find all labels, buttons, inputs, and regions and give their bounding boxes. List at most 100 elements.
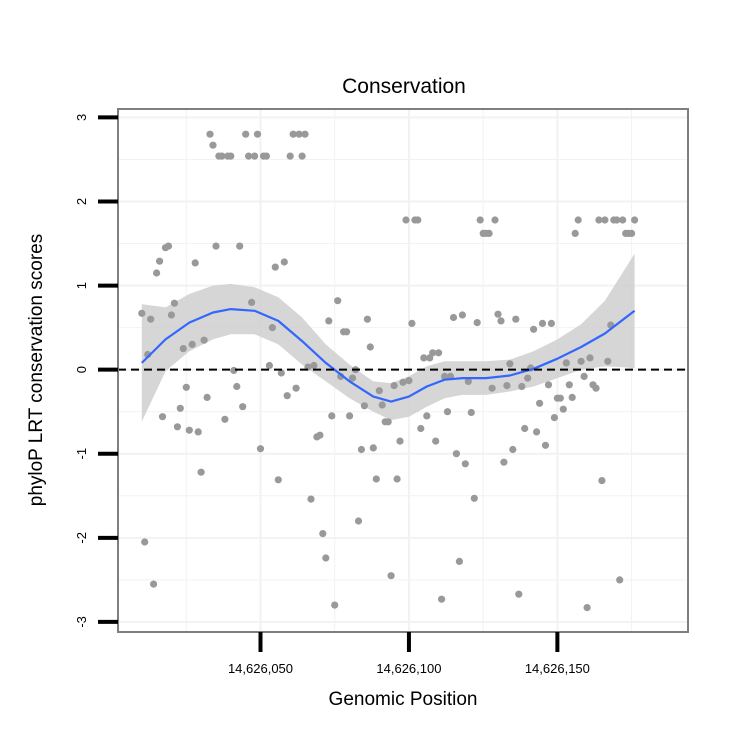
data-point bbox=[464, 377, 472, 385]
data-point bbox=[408, 319, 416, 327]
data-point bbox=[420, 354, 428, 362]
data-point bbox=[289, 130, 297, 138]
data-point bbox=[393, 475, 401, 483]
data-point bbox=[595, 216, 603, 224]
data-point bbox=[512, 315, 520, 323]
y-axis-ticks: -3 -2 -1 0 1 2 3 bbox=[74, 114, 118, 628]
data-point bbox=[613, 216, 621, 224]
data-point bbox=[375, 387, 383, 395]
confidence-ribbon-layer bbox=[141, 253, 635, 422]
data-point bbox=[405, 377, 413, 385]
data-point bbox=[354, 517, 363, 525]
data-point bbox=[307, 495, 315, 503]
data-point bbox=[586, 354, 594, 362]
data-point bbox=[500, 458, 508, 466]
data-point bbox=[295, 130, 303, 138]
data-point bbox=[515, 590, 523, 598]
data-point bbox=[319, 530, 327, 538]
data-point bbox=[521, 424, 529, 433]
data-point bbox=[188, 340, 196, 348]
data-point bbox=[173, 423, 181, 431]
y-tick-label: 1 bbox=[74, 282, 89, 289]
data-point bbox=[334, 297, 342, 305]
data-point bbox=[301, 130, 309, 138]
data-point bbox=[310, 361, 318, 370]
data-point bbox=[449, 313, 458, 322]
data-point bbox=[547, 319, 556, 327]
data-point bbox=[191, 259, 199, 267]
data-point bbox=[601, 216, 609, 224]
data-point bbox=[491, 216, 499, 224]
data-point bbox=[556, 394, 564, 402]
data-point bbox=[200, 336, 208, 344]
data-point bbox=[461, 460, 469, 468]
data-point bbox=[530, 325, 538, 333]
data-point bbox=[363, 315, 371, 323]
y-tick-label: -3 bbox=[74, 616, 89, 628]
data-point bbox=[441, 372, 449, 380]
data-point bbox=[150, 580, 158, 588]
data-point bbox=[518, 382, 526, 391]
data-point bbox=[438, 595, 446, 603]
data-point bbox=[176, 404, 184, 412]
data-point bbox=[242, 130, 250, 138]
data-point bbox=[218, 152, 226, 160]
data-point bbox=[423, 412, 431, 420]
data-point bbox=[212, 242, 220, 250]
data-point bbox=[316, 431, 324, 439]
data-point bbox=[170, 299, 178, 307]
x-tick-label: 14,626,150 bbox=[525, 661, 590, 676]
data-point bbox=[185, 426, 193, 434]
x-tick-label: 14,626,100 bbox=[376, 661, 441, 676]
data-point bbox=[565, 381, 573, 389]
x-axis-label: Genomic Position bbox=[329, 689, 478, 710]
confidence-ribbon bbox=[141, 253, 635, 422]
data-point bbox=[343, 328, 351, 336]
data-point bbox=[488, 384, 496, 392]
data-point bbox=[167, 311, 175, 319]
data-point bbox=[268, 324, 276, 332]
data-point bbox=[378, 401, 386, 409]
data-point bbox=[372, 475, 380, 483]
data-point bbox=[298, 152, 306, 160]
data-point bbox=[221, 415, 229, 423]
data-point bbox=[604, 357, 612, 365]
data-point bbox=[524, 374, 532, 382]
data-point bbox=[239, 403, 247, 411]
data-point bbox=[277, 369, 285, 377]
data-point bbox=[497, 317, 505, 325]
data-point bbox=[236, 242, 244, 250]
smooth-line-layer bbox=[141, 308, 636, 403]
chart-title: Conservation bbox=[342, 75, 466, 98]
data-point bbox=[452, 450, 460, 458]
x-tick-label: 14,626,050 bbox=[228, 661, 293, 676]
data-point bbox=[571, 229, 579, 237]
data-point bbox=[559, 405, 567, 413]
data-point bbox=[227, 152, 235, 160]
data-point bbox=[387, 572, 395, 580]
data-point bbox=[417, 424, 425, 433]
data-point bbox=[628, 229, 636, 237]
y-tick-label: 0 bbox=[74, 366, 89, 373]
data-point bbox=[164, 242, 173, 250]
data-point bbox=[435, 349, 443, 357]
data-point bbox=[533, 428, 541, 436]
data-point bbox=[538, 319, 547, 327]
data-point bbox=[455, 557, 463, 566]
data-point bbox=[357, 445, 365, 454]
data-point bbox=[390, 382, 398, 390]
data-point bbox=[138, 309, 146, 317]
data-point bbox=[550, 414, 559, 422]
data-point bbox=[182, 383, 190, 391]
data-point bbox=[179, 345, 187, 353]
y-axis-label: phyloP LRT conservation scores bbox=[26, 234, 47, 507]
data-point bbox=[141, 538, 149, 546]
data-point bbox=[346, 412, 354, 420]
data-point bbox=[541, 441, 550, 449]
y-tick-label: -1 bbox=[74, 448, 89, 460]
data-point bbox=[577, 357, 585, 365]
data-point bbox=[369, 444, 377, 452]
data-point bbox=[396, 437, 404, 445]
data-point bbox=[233, 382, 241, 391]
